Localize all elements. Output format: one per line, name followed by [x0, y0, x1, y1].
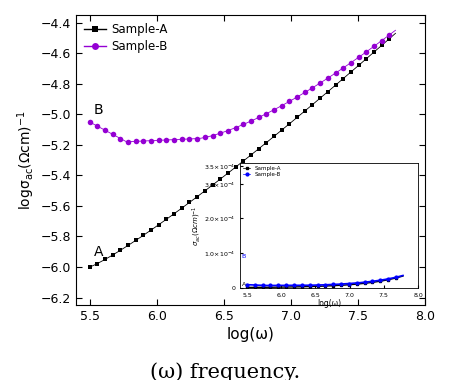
X-axis label: log(ω): log(ω)	[227, 327, 274, 342]
Legend: Sample-A, Sample-B: Sample-A, Sample-B	[82, 21, 170, 55]
Text: A: A	[94, 245, 103, 259]
Y-axis label: $\mathregular{log\sigma_{ac}(\Omega cm)^{-1}}$: $\mathregular{log\sigma_{ac}(\Omega cm)^…	[15, 110, 36, 210]
Text: (ω) frequency.: (ω) frequency.	[150, 363, 300, 380]
Text: B: B	[94, 103, 103, 117]
